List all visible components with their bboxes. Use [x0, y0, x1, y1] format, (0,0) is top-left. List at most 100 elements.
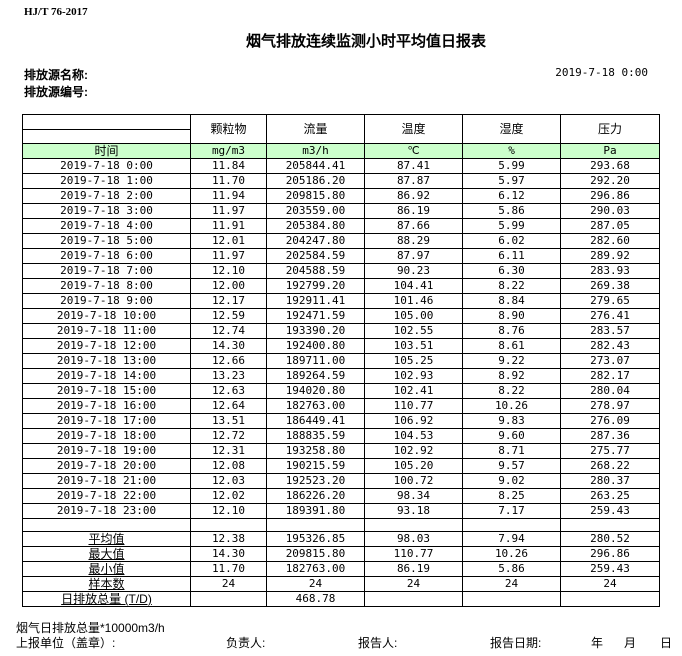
time-cell: 2019-7-18 5:00	[22, 233, 191, 249]
value-cell: 8.25	[462, 488, 561, 504]
table-row: 2019-7-18 18:00 12.72 188835.59 104.53 9.60 2…	[22, 428, 660, 444]
summary-value: 14.30	[190, 546, 267, 562]
units-row: 时间 mg/m3 m3/h ℃% Pa	[22, 143, 660, 159]
summary-value: 24	[364, 576, 463, 592]
value-cell: 293.68	[560, 158, 660, 174]
time-cell: 2019-7-18 23:00	[22, 503, 191, 519]
value-cell: 182763.00	[266, 398, 365, 414]
value-cell: 6.12	[462, 188, 561, 204]
value-cell: 202584.59	[266, 248, 365, 264]
value-cell: 8.90	[462, 308, 561, 324]
table-row: 2019-7-18 21:00 12.03 192523.20 100.72 9.02 2…	[22, 473, 660, 489]
value-cell: 205384.80	[266, 218, 365, 234]
value-cell: 268.22	[560, 458, 660, 474]
time-cell: 2019-7-18 19:00	[22, 443, 191, 459]
value-cell: 273.07	[560, 353, 660, 369]
value-cell: 5.86	[462, 203, 561, 219]
value-cell: 209815.80	[266, 188, 365, 204]
value-cell: 5.97	[462, 173, 561, 189]
table-row: 2019-7-18 22:00 12.02 186226.20 98.34 8.25 26…	[22, 488, 660, 504]
summary-label: 最小值	[22, 561, 191, 577]
value-cell: 282.60	[560, 233, 660, 249]
year-label: 年	[591, 636, 604, 650]
value-cell: 8.22	[462, 383, 561, 399]
value-cell: 12.17	[190, 293, 267, 309]
footer-note: 烟气日排放总量*10000m3/h	[16, 621, 165, 635]
value-cell: 205844.41	[266, 158, 365, 174]
month-label: 月	[624, 636, 637, 650]
header-row: 颗粒物 流量 温度 湿度 压力	[22, 114, 660, 144]
time-cell: 2019-7-18 22:00	[22, 488, 191, 504]
blank-row	[22, 518, 660, 532]
time-cell: 2019-7-18 13:00	[22, 353, 191, 369]
value-cell: 192471.59	[266, 308, 365, 324]
blank-cell	[462, 518, 561, 532]
value-cell: 259.43	[560, 503, 660, 519]
value-cell: 192799.20	[266, 278, 365, 294]
summary-value: 98.03	[364, 531, 463, 547]
time-cell: 2019-7-18 18:00	[22, 428, 191, 444]
time-header: 时间	[22, 143, 191, 159]
value-cell: 6.11	[462, 248, 561, 264]
value-cell: 87.87	[364, 173, 463, 189]
time-cell: 2019-7-18 11:00	[22, 323, 191, 339]
table-row: 2019-7-18 13:00 12.66 189711.00 105.25 9.22 2…	[22, 353, 660, 369]
value-cell: 9.83	[462, 413, 561, 429]
report-date-label: 报告日期:	[490, 636, 542, 650]
summary-value: 24	[560, 576, 660, 592]
value-cell: 192911.41	[266, 293, 365, 309]
table-row: 2019-7-18 23:00 12.10 189391.80 93.18 7.17 25…	[22, 503, 660, 519]
page-title: 烟气排放连续监测小时平均值日报表	[245, 33, 486, 50]
summary-value: 12.38	[190, 531, 267, 547]
value-cell: 11.97	[190, 248, 267, 264]
value-cell: 8.76	[462, 323, 561, 339]
value-cell: 87.66	[364, 218, 463, 234]
value-cell: 189264.59	[266, 368, 365, 384]
unit-label: 上报单位（盖章）:	[16, 636, 116, 650]
value-cell: 102.41	[364, 383, 463, 399]
table-row: 2019-7-18 15:00 12.63 194020.80 102.41 8.22 2…	[22, 383, 660, 399]
value-cell: 6.02	[462, 233, 561, 249]
column-header: 湿度	[462, 114, 561, 144]
blank-cell	[364, 518, 463, 532]
value-cell: 193390.20	[266, 323, 365, 339]
report-datetime: 2019-7-18 0:00	[555, 66, 648, 79]
summary-label: 最大值	[22, 546, 191, 562]
value-cell: 12.03	[190, 473, 267, 489]
value-cell: 12.10	[190, 263, 267, 279]
value-cell: 110.77	[364, 398, 463, 414]
value-cell: 186449.41	[266, 413, 365, 429]
table-row: 2019-7-18 10:00 12.59 192471.59 105.00 8.90 2…	[22, 308, 660, 324]
summary-row: 最小值 11.70 182763.00 86.19 5.86 259.43	[22, 561, 660, 577]
table-row: 2019-7-18 0:00 11.84 205844.41 87.41 5.99 293…	[22, 158, 660, 174]
summary-value: 195326.85	[266, 531, 365, 547]
summary-value: 24	[462, 576, 561, 592]
time-cell: 2019-7-18 16:00	[22, 398, 191, 414]
time-cell: 2019-7-18 0:00	[22, 158, 191, 174]
value-cell: 287.05	[560, 218, 660, 234]
time-cell: 2019-7-18 8:00	[22, 278, 191, 294]
value-cell: 287.36	[560, 428, 660, 444]
value-cell: 106.92	[364, 413, 463, 429]
value-cell: 276.41	[560, 308, 660, 324]
value-cell: 12.66	[190, 353, 267, 369]
value-cell: 12.63	[190, 383, 267, 399]
value-cell: 192523.20	[266, 473, 365, 489]
value-cell: 102.93	[364, 368, 463, 384]
value-cell: 283.93	[560, 263, 660, 279]
value-cell: 205186.20	[266, 173, 365, 189]
summary-value: 280.52	[560, 531, 660, 547]
value-cell: 105.20	[364, 458, 463, 474]
value-cell: 8.71	[462, 443, 561, 459]
value-cell: 12.00	[190, 278, 267, 294]
time-cell: 2019-7-18 21:00	[22, 473, 191, 489]
value-cell: 276.09	[560, 413, 660, 429]
summary-value: 5.86	[462, 561, 561, 577]
value-cell: 12.72	[190, 428, 267, 444]
value-cell: 88.29	[364, 233, 463, 249]
table-row: 2019-7-18 7:00 12.10 204588.59 90.23 6.30 283…	[22, 263, 660, 279]
table-row: 2019-7-18 14:00 13.23 189264.59 102.93 8.92 2…	[22, 368, 660, 384]
summary-value: 209815.80	[266, 546, 365, 562]
table-row: 2019-7-18 12:00 14.30 192400.80 103.51 8.61 2…	[22, 338, 660, 354]
table-row: 2019-7-18 9:00 12.17 192911.41 101.46 8.84 27…	[22, 293, 660, 309]
